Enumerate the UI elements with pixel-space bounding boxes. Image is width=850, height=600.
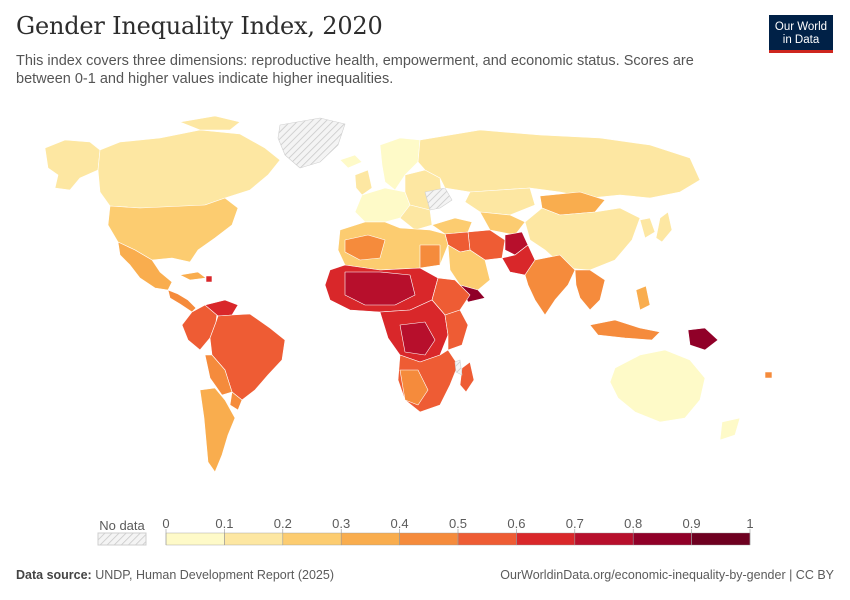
legend-tick-label: 0.2 xyxy=(274,516,292,531)
legend-bin[interactable] xyxy=(633,532,692,546)
no-data-swatch[interactable] xyxy=(97,532,147,546)
legend-tick-label: 0.7 xyxy=(566,516,584,531)
region-balkans[interactable] xyxy=(399,204,433,231)
world-map[interactable]: No data 0 0.1 0.2 0.3 0.4 0.5 0.6 0.7 0.8 0.9 1 xyxy=(0,100,850,560)
region-australia[interactable] xyxy=(609,349,706,423)
region-japan[interactable] xyxy=(655,211,673,243)
no-data-label: No data xyxy=(99,518,145,533)
legend-bin[interactable] xyxy=(224,532,283,546)
region-cuba[interactable] xyxy=(179,271,207,281)
region-india[interactable] xyxy=(524,254,576,316)
legend-bin[interactable] xyxy=(282,532,342,546)
region-china[interactable] xyxy=(524,207,641,271)
region-canada[interactable] xyxy=(97,129,281,209)
region-uk[interactable] xyxy=(354,169,373,196)
region-madagascar[interactable] xyxy=(459,361,475,393)
logo-line-1: Our World xyxy=(774,21,828,33)
legend-tick-label: 0.6 xyxy=(507,516,525,531)
region-central-asia[interactable] xyxy=(479,211,526,236)
region-iceland[interactable] xyxy=(339,154,363,169)
region-chad-niger[interactable] xyxy=(344,271,416,306)
legend-tick-label: 0.4 xyxy=(391,516,409,531)
region-korea-japan[interactable] xyxy=(639,217,656,239)
source-link[interactable]: OurWorldinData.org/economic-inequality-b… xyxy=(500,568,834,582)
data-source-label: Data source: xyxy=(16,568,92,582)
legend-tick-label: 0.8 xyxy=(624,516,642,531)
legend-tick-label: 1 xyxy=(746,516,753,531)
data-source: Data source: UNDP, Human Development Rep… xyxy=(16,568,334,582)
region-papua-new-guinea[interactable] xyxy=(687,327,719,351)
region-argentina-chile[interactable] xyxy=(199,387,236,473)
legend-bin[interactable] xyxy=(574,532,634,546)
owid-logo[interactable]: Our World in Data xyxy=(769,15,833,53)
legend-tick-label: 0.9 xyxy=(683,516,701,531)
legend-tick-label: 0 xyxy=(162,516,169,531)
region-ukraine[interactable] xyxy=(424,187,453,211)
region-venezuela[interactable] xyxy=(204,299,239,317)
region-kazakhstan[interactable] xyxy=(464,187,536,216)
legend-bin[interactable] xyxy=(165,532,225,546)
legend-bin[interactable] xyxy=(691,532,751,546)
region-new-zealand[interactable] xyxy=(719,417,741,441)
region-alaska[interactable] xyxy=(44,139,101,191)
region-namibia-botswana[interactable] xyxy=(399,369,429,406)
legend-bin[interactable] xyxy=(399,532,459,546)
legend-tick-label: 0.5 xyxy=(449,516,467,531)
legend-bin[interactable] xyxy=(341,532,400,546)
region-turkey[interactable] xyxy=(431,217,473,235)
legend-bin[interactable] xyxy=(516,532,576,546)
data-source-text: UNDP, Human Development Report (2025) xyxy=(95,568,334,582)
region-sudan[interactable] xyxy=(454,359,463,376)
color-legend: No data 0 0.1 0.2 0.3 0.4 0.5 0.6 0.7 0.8 0.9 1 xyxy=(97,516,754,546)
region-uruguay[interactable] xyxy=(229,391,243,411)
region-arctic-islands[interactable] xyxy=(179,115,241,131)
region-egypt[interactable] xyxy=(419,244,441,269)
region-southeast-asia[interactable] xyxy=(574,269,606,311)
region-haiti[interactable] xyxy=(205,275,213,283)
region-pacific-islands[interactable] xyxy=(764,371,773,379)
region-east-africa[interactable] xyxy=(444,309,469,351)
legend-tick-label: 0.3 xyxy=(332,516,350,531)
region-greenland[interactable] xyxy=(277,117,346,169)
region-philippines[interactable] xyxy=(635,285,651,311)
region-indonesia[interactable] xyxy=(589,319,661,341)
region-central-america[interactable] xyxy=(167,289,197,313)
chart-title: Gender Inequality Index, 2020 xyxy=(16,12,383,40)
region-morocco-algeria[interactable] xyxy=(344,234,386,261)
logo-line-2: in Data xyxy=(782,34,820,46)
legend-bin[interactable] xyxy=(457,532,517,546)
region-saudi-arabia[interactable] xyxy=(447,244,491,291)
region-russia[interactable] xyxy=(417,129,701,199)
legend-tick-label: 0.1 xyxy=(215,516,233,531)
chart-subtitle: This index covers three dimensions: repr… xyxy=(16,53,694,87)
region-brazil[interactable] xyxy=(209,313,286,401)
region-dr-congo[interactable] xyxy=(399,321,436,356)
